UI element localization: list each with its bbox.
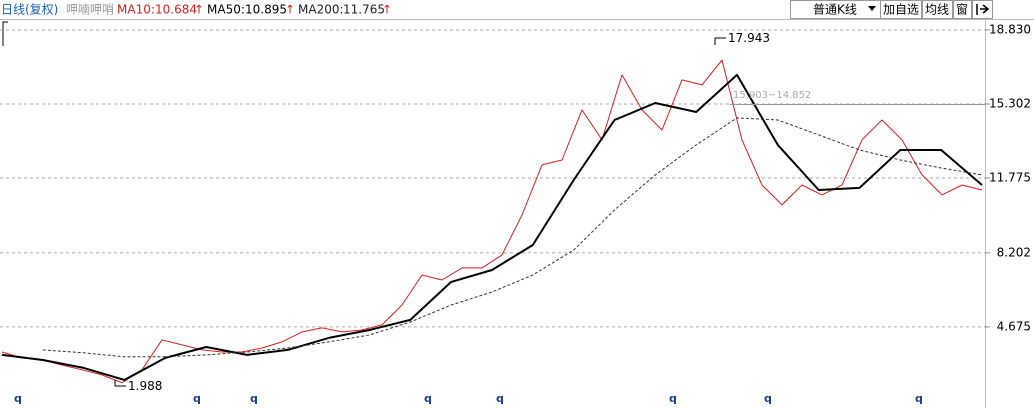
marker[interactable]: q (496, 392, 504, 405)
y-tick-label: 4.675 (997, 319, 1031, 333)
add-watch-button[interactable] (880, 0, 922, 19)
marker[interactable]: q (14, 392, 22, 405)
marker[interactable]: q (915, 392, 923, 405)
ma-arrow: ↑ (382, 3, 392, 17)
button-label[interactable]: 普通K线 (813, 3, 857, 17)
ma-value: 11.765 (343, 3, 385, 17)
toolbar-bg (0, 0, 1034, 19)
marker[interactable]: q (250, 392, 258, 405)
y-tick-label: 18.830 (989, 22, 1031, 36)
ma-label: MA10: (117, 3, 155, 17)
period-label[interactable]: 日线(复权) (1, 3, 58, 17)
marker[interactable]: q (764, 392, 772, 405)
marker[interactable]: q (193, 392, 201, 405)
dropdown-arrow[interactable] (868, 6, 876, 11)
y-tick-label: 15.302 (989, 96, 1031, 110)
marker[interactable]: q (669, 392, 677, 405)
max-label: 17.943 (728, 31, 770, 45)
ma-arrow: ↑ (285, 3, 295, 17)
bracket (2, 21, 8, 46)
series-line (1, 59, 983, 384)
button-label[interactable]: 加自选 (883, 3, 919, 17)
ma-label: MA200: (298, 3, 344, 17)
y-tick-label: 11.775 (989, 170, 1031, 184)
series-line (1, 73, 983, 381)
y-tick-label: 8.202 (997, 245, 1031, 259)
min-label: 1.988 (128, 379, 163, 393)
series-line (42, 117, 983, 358)
button-label[interactable]: 窗 (956, 3, 968, 17)
window-button[interactable] (953, 0, 972, 19)
pin-icon[interactable] (976, 4, 990, 15)
range-label: 15.903~14.852 (733, 90, 812, 101)
ma-arrow: ↑ (194, 3, 204, 17)
ma-label: MA50: (207, 3, 245, 17)
marker[interactable]: q (424, 392, 432, 405)
ma-value: 10.684 (155, 3, 197, 17)
ma-button[interactable] (922, 0, 953, 19)
ma-value: 10.895 (245, 3, 287, 17)
button-label[interactable]: 均线 (925, 3, 949, 17)
stock-name: 呷喃呷哨 (66, 2, 114, 17)
